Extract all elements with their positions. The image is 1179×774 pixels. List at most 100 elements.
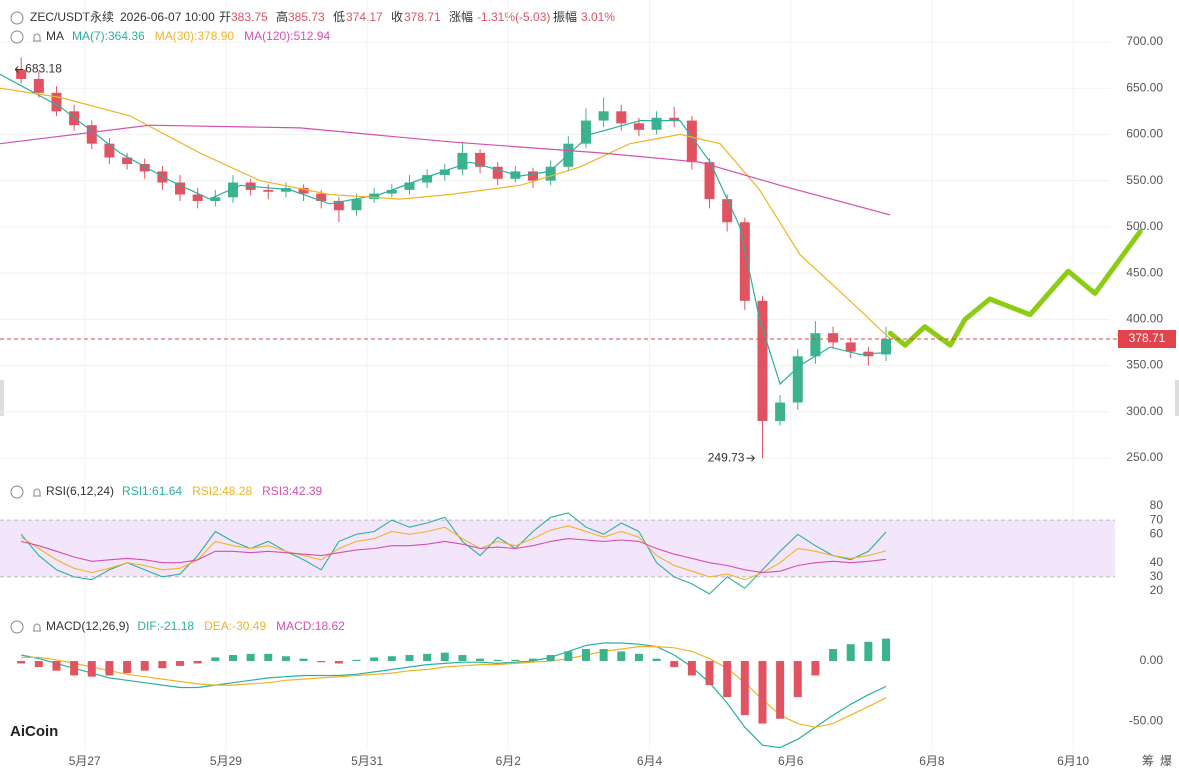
candle-body <box>404 182 415 190</box>
x-tick-label: 5月29 <box>210 754 242 768</box>
candle-body <box>669 117 680 121</box>
change: -1.31%(-5.03) <box>477 10 550 24</box>
macd-bar <box>405 655 414 662</box>
candle-body <box>86 125 97 144</box>
legend-entry: RSI1:61.64 <box>122 484 182 498</box>
y-tick-label: 550.00 <box>1126 173 1163 187</box>
y-tick-label: 30 <box>1150 569 1164 583</box>
legend-entry: DEA:-30.49 <box>204 619 266 633</box>
macd-bar <box>882 638 891 662</box>
macd-bar <box>617 651 626 662</box>
candle-body <box>192 194 203 201</box>
candle-body <box>616 111 627 124</box>
legend-entry: RSI2:48.28 <box>192 484 252 498</box>
candle-body <box>881 338 892 355</box>
macd-bar <box>193 661 202 664</box>
macd-bar <box>846 644 855 662</box>
candle-body <box>775 402 786 422</box>
candle-body <box>757 300 768 422</box>
candle-body <box>16 69 27 79</box>
macd-bar <box>123 661 132 674</box>
macd-bar <box>387 656 396 662</box>
macd-bar <box>581 649 590 662</box>
macd-bar <box>246 653 255 662</box>
macd-bar <box>370 657 379 662</box>
indicator-name: RSI(6,12,24) <box>46 484 114 498</box>
right-handle[interactable] <box>1175 380 1179 416</box>
last-price-label: 378.71 <box>1129 331 1166 345</box>
x-tick-label: 6月10 <box>1057 754 1089 768</box>
y-tick-label: 60 <box>1150 526 1164 540</box>
candle-body <box>439 169 450 176</box>
macd-bar <box>334 661 343 664</box>
macd-bar <box>140 661 149 671</box>
annotation-arrow <box>746 454 755 462</box>
rsi-line <box>20 512 887 595</box>
candle-body <box>792 356 803 403</box>
high: 385.73 <box>288 10 325 24</box>
candle-body <box>51 92 62 112</box>
open-label: 开 <box>219 10 231 24</box>
time: 2026-06-07 10:00 <box>120 10 215 24</box>
x-tick-label: 6月4 <box>637 754 663 768</box>
macd-bar <box>440 652 449 662</box>
macd-bar <box>529 658 538 662</box>
rsi-line <box>20 525 887 581</box>
y-tick-label: 80 <box>1150 498 1164 512</box>
candle-body <box>122 157 133 165</box>
close: 378.71 <box>404 10 441 24</box>
candle-body <box>139 164 150 172</box>
y-tick-label: 600.00 <box>1126 127 1163 141</box>
amp: 3.01% <box>581 10 615 24</box>
left-handle[interactable] <box>0 380 4 416</box>
x-tick-label: 5月31 <box>351 754 383 768</box>
collapse-icon[interactable] <box>10 11 24 25</box>
candle-body <box>210 197 221 201</box>
macd-bar <box>211 657 220 662</box>
macd-bar <box>264 653 273 662</box>
candle-body <box>739 222 750 301</box>
indicator-name: MA <box>46 29 64 43</box>
x-tick-label: 6月8 <box>919 754 945 768</box>
x-tick-label: 6月6 <box>778 754 804 768</box>
candle-body <box>369 193 380 200</box>
macd-bar <box>599 649 608 662</box>
footer-icon[interactable]: 爆 <box>1160 754 1172 768</box>
symbol: ZEC/USDT永续 <box>30 10 114 24</box>
macd-bar <box>705 661 714 686</box>
candle-body <box>722 199 733 223</box>
rsi-line <box>21 538 887 574</box>
candle-body <box>475 152 486 167</box>
y-tick-label: 500.00 <box>1126 219 1163 233</box>
high-label: 高 <box>276 9 288 24</box>
macd-bar <box>864 641 873 662</box>
watermark: AiCoin <box>10 723 58 740</box>
open: 383.75 <box>231 10 268 24</box>
amp-label: 振幅 <box>553 9 577 24</box>
candle-body <box>528 171 539 181</box>
macd-bar <box>723 661 732 698</box>
header: ZEC/USDT永续 2026-06-07 10:00 开 383.75 高 3… <box>10 9 615 25</box>
candle-body <box>580 120 591 144</box>
y-tick-label: 350.00 <box>1126 358 1163 372</box>
candle-body <box>386 189 397 194</box>
legend-entry: MA(120):512.94 <box>244 29 330 43</box>
x-tick-label: 5月27 <box>69 754 101 768</box>
macd-bar <box>829 649 838 662</box>
candle-body <box>457 152 468 170</box>
close-label: 收 <box>391 10 403 24</box>
annotation: 683.18 <box>25 62 62 76</box>
macd-bar <box>87 661 96 677</box>
candle-body <box>104 143 115 158</box>
y-tick-label: 450.00 <box>1126 265 1163 279</box>
legend-entry: MA(7):364.36 <box>72 29 145 43</box>
macd-bar <box>511 659 520 662</box>
macd-bar <box>493 659 502 662</box>
candle-body <box>598 111 609 121</box>
legend-entry: MACD:18.62 <box>276 619 345 633</box>
footer-icon[interactable]: 筹 <box>1142 754 1154 768</box>
bell-icon <box>33 488 41 497</box>
candle-body <box>845 342 856 352</box>
forecast-line <box>887 229 1143 348</box>
candle-body <box>633 123 644 130</box>
